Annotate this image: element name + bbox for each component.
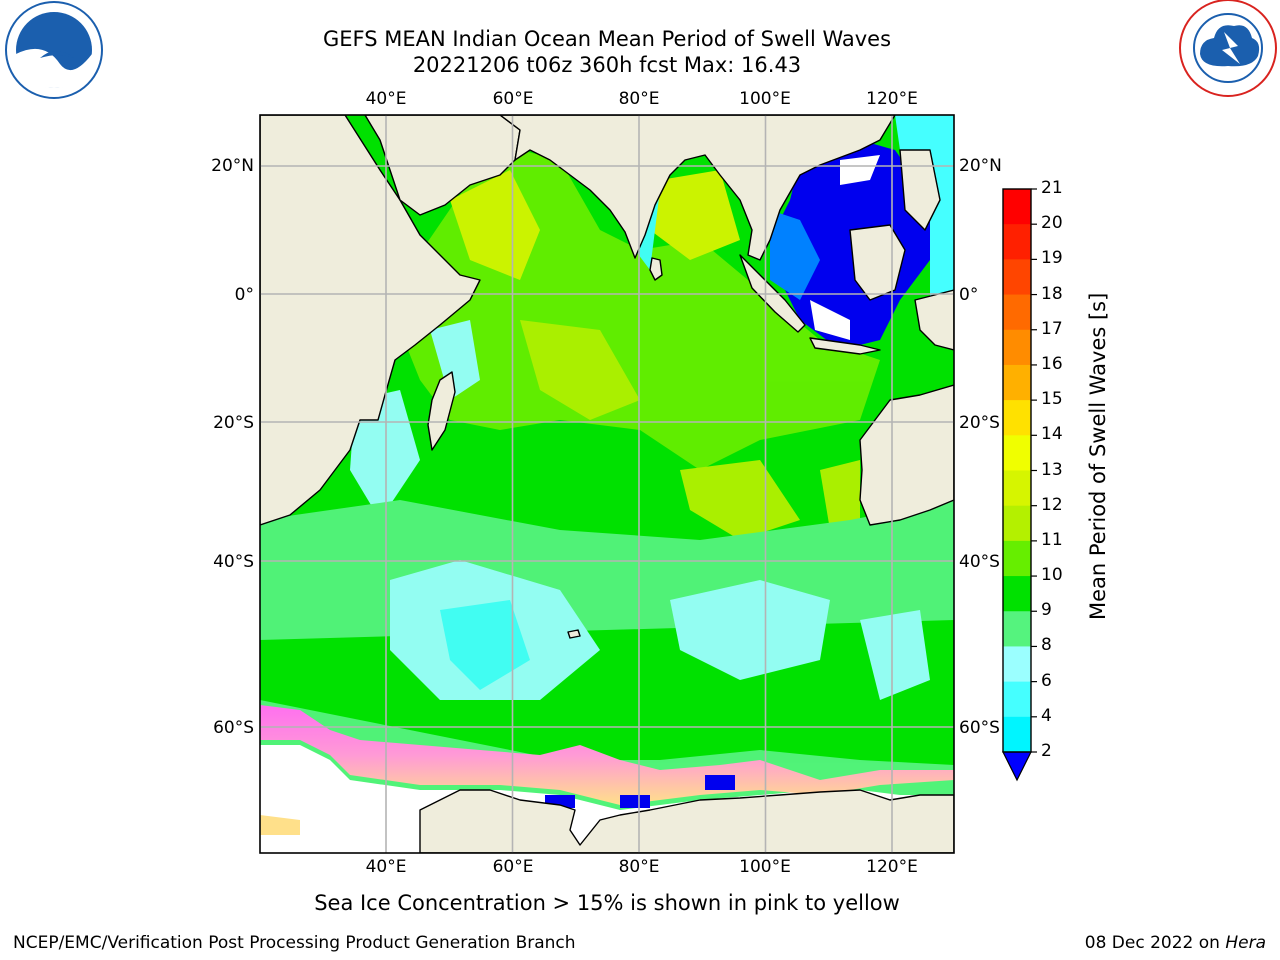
lat-tick-left-20s: 20°S (213, 413, 254, 433)
colorbar-label: 18 (1041, 283, 1063, 304)
colorbar-label: 2 (1041, 741, 1052, 761)
sulawesi-land (914, 289, 954, 351)
lon-tick-bottom-80e: 80°E (618, 857, 660, 877)
footer-credit: NCEP/EMC/Verification Post Processing Pr… (13, 933, 576, 953)
lat-tick-left-0: 0° (234, 285, 254, 305)
colorbar-extend-arrow (1002, 751, 1032, 782)
colorbar-label: 17 (1041, 318, 1063, 339)
sea-ice-caption: Sea Ice Concentration > 15% is shown in … (314, 891, 900, 915)
chart-title: GEFS MEAN Indian Ocean Mean Period of Sw… (322, 27, 892, 51)
lat-tick-right-20s: 20°S (959, 413, 1000, 433)
colorbar-scale (1003, 189, 1031, 753)
lat-tick-right-0: 0° (959, 285, 979, 305)
colorbar-title: Mean Period of Swell Waves [s] (1086, 292, 1110, 620)
colorbar-cell (1003, 540, 1031, 577)
south-china-sea-field (770, 115, 954, 350)
colorbar-cell (1003, 681, 1031, 718)
colorbar-label: 14 (1041, 424, 1063, 445)
footer-date-text: 08 Dec 2022 on (1084, 933, 1226, 953)
lon-tick-bottom-60e: 60°E (492, 857, 534, 877)
colorbar-cell (1003, 576, 1031, 612)
noaa-logo (5, 1, 103, 99)
map-frame (259, 114, 955, 854)
colorbar-label: 12 (1041, 494, 1063, 515)
colorbar-label: 13 (1041, 459, 1063, 480)
colorbar-cell (1003, 505, 1031, 542)
lon-tick-top-40e: 40°E (365, 89, 407, 109)
lon-tick-top-120e: 120°E (866, 89, 918, 109)
lon-tick-bottom-40e: 40°E (365, 857, 407, 877)
colorbar-label: 4 (1041, 705, 1052, 726)
australia-land (859, 384, 954, 526)
philippines-land (899, 149, 941, 231)
lon-tick-top-100e: 100°E (739, 89, 791, 109)
lat-tick-right-20n: 20°N (959, 156, 1002, 176)
lon-tick-top-60e: 60°E (492, 89, 534, 109)
colorbar-label: 19 (1041, 248, 1063, 269)
colorbar-label: 10 (1041, 565, 1063, 586)
colorbar-cell (1003, 364, 1031, 401)
sri-lanka-land (649, 257, 663, 281)
colorbar-cell (1003, 716, 1031, 753)
map-gridlines (260, 115, 954, 853)
lat-tick-right-60s: 60°S (959, 718, 1000, 738)
lat-tick-right-40s: 40°S (959, 552, 1000, 572)
lon-tick-bottom-100e: 100°E (739, 857, 791, 877)
colorbar-cell (1003, 646, 1031, 683)
colorbar-label: 21 (1041, 178, 1063, 198)
colorbar-cell (1003, 470, 1031, 507)
lon-tick-bottom-120e: 120°E (866, 857, 918, 877)
footer-host: Hera (1225, 933, 1266, 953)
nws-logo (1179, 0, 1277, 97)
colorbar-label: 15 (1041, 389, 1063, 410)
lon-tick-top-80e: 80°E (618, 89, 660, 109)
colorbar-cell (1003, 329, 1031, 366)
footer-date: 08 Dec 2022 on Hera (1085, 933, 1266, 953)
colorbar-label: 8 (1041, 635, 1052, 656)
colorbar-label: 6 (1041, 670, 1052, 691)
lat-tick-left-40s: 40°S (213, 552, 254, 572)
chart-subtitle: 20221206 t06z 360h fcst Max: 16.43 (412, 53, 802, 77)
colorbar-cell (1003, 611, 1031, 647)
colorbar-cell (1003, 294, 1031, 331)
java-land (809, 337, 881, 355)
colorbar-cell (1003, 189, 1031, 225)
madagascar-land (427, 371, 456, 451)
lat-tick-left-60s: 60°S (213, 718, 254, 738)
colorbar-cell (1003, 400, 1031, 436)
colorbar-label: 20 (1041, 213, 1063, 234)
colorbar-label: 16 (1041, 353, 1063, 374)
kerguelen-land (567, 629, 581, 639)
lat-tick-left-20n: 20°N (211, 156, 254, 176)
colorbar-cell (1003, 435, 1031, 471)
map-plot-area (260, 115, 954, 853)
antarctica-land (419, 789, 954, 853)
asia-land (499, 115, 896, 261)
colorbar-label: 11 (1041, 529, 1063, 550)
colorbar-label: 9 (1041, 600, 1052, 621)
colorbar-cell (1003, 259, 1031, 296)
colorbar-cell (1003, 224, 1031, 260)
